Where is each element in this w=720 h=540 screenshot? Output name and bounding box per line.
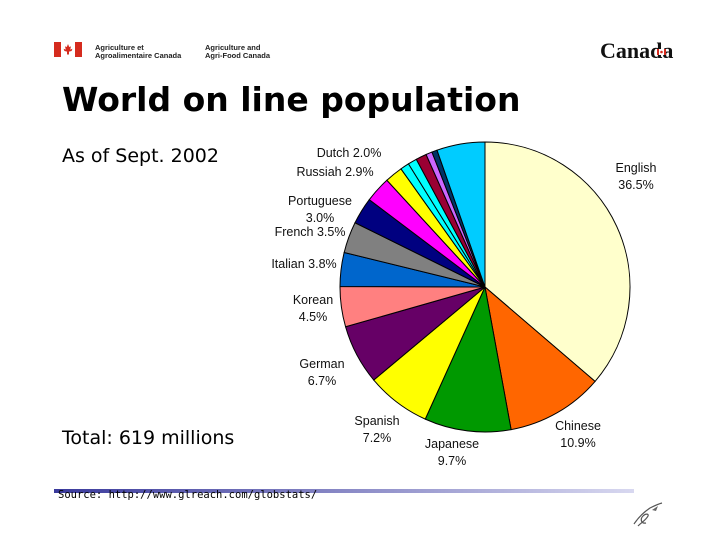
department-fr-line2: Agroalimentaire Canada [95, 51, 182, 60]
department-en-line2: Agri-Food Canada [205, 51, 270, 60]
slice-label-english: English 36.5% [616, 161, 657, 192]
total-text: Total: 619 millions [62, 427, 235, 449]
department-fr-line1: Agriculture et [95, 43, 144, 52]
wordmark-flag-icon [657, 40, 666, 55]
signature-logo-icon [628, 498, 668, 530]
slice-label-french: French 3.5% [275, 225, 346, 239]
slice-label-italian: Italian 3.8% [271, 257, 336, 271]
pie-slice-japanese-2 [424, 285, 512, 433]
source-text: Source: http://www.glreach.com/globstats… [58, 489, 318, 501]
slice-label-chinese: Chinese 10.9% [555, 419, 601, 450]
slice-label-korean: Korean 4.5% [293, 293, 333, 324]
canada-flag-icon [54, 42, 82, 57]
footer-line [54, 478, 634, 493]
pie-slice-english-0 [484, 141, 631, 383]
slice-label-dutch: Dutch 2.0% [317, 146, 382, 160]
slice-label-russian: Russiah 2.9% [296, 165, 373, 179]
slice-label-german: German 6.7% [299, 357, 344, 388]
slice-label-spanish: Spanish 7.2% [354, 414, 399, 445]
slide-subtitle: As of Sept. 2002 [62, 145, 219, 167]
slice-label-portuguese: Portuguese 3.0% [288, 194, 352, 225]
department-name-en: Agriculture and Agri-Food Canada [205, 44, 270, 60]
slide-title: World on line population [62, 80, 521, 119]
pie-slice-chinese-1 [484, 285, 596, 431]
department-name-fr: Agriculture et Agroalimentaire Canada [95, 44, 181, 60]
slice-label-japanese: Japanese 9.7% [425, 437, 479, 468]
pie-slice-unlabeled-16 [436, 141, 486, 288]
department-en-line1: Agriculture and [205, 43, 261, 52]
